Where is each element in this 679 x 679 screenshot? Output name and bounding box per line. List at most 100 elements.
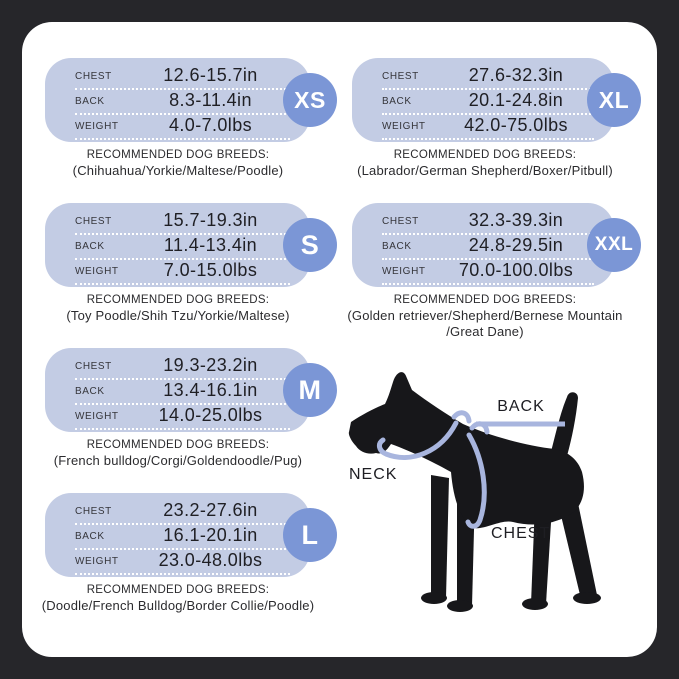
weight-value: 70.0-100.0lbs	[458, 260, 574, 280]
size-panel-s: CHEST 15.7-19.3in BACK 11.4-13.4in WEIGH…	[45, 203, 337, 287]
back-label: BACK	[75, 241, 105, 252]
back-label: BACK	[382, 96, 412, 107]
chest-value: 23.2-27.6in	[163, 500, 258, 520]
back-value: 13.4-16.1in	[163, 380, 258, 400]
breeds-title: RECOMMENDED DOG BREEDS:	[393, 149, 577, 161]
left-size-column: CHEST 12.6-15.7in BACK 8.3-11.4in WEIGHT…	[42, 58, 337, 638]
dog-front-far-leg	[431, 475, 449, 598]
back-value: 24.8-29.5in	[468, 235, 564, 255]
size-panel-xl: CHEST 27.6-32.3in BACK 20.1-24.8in WEIGH…	[352, 58, 641, 142]
size-badge-m: M	[283, 363, 337, 417]
breeds-list: (Chihuahua/Yorkie/Maltese/Poodle)	[72, 163, 284, 178]
measurement-diagram: BACK NECK CHEST	[345, 360, 630, 625]
harness-hook-left	[451, 410, 472, 424]
measure-row-chest: CHEST 12.6-15.7in	[75, 65, 290, 90]
chest-label: CHEST	[75, 361, 112, 372]
chest-value: 27.6-32.3in	[468, 65, 564, 85]
weight-label: WEIGHT	[75, 556, 119, 567]
size-block-l: CHEST 23.2-27.6in BACK 16.1-20.1in WEIGH…	[42, 493, 337, 638]
size-chart-card: CHEST 12.6-15.7in BACK 8.3-11.4in WEIGHT…	[22, 22, 657, 657]
back-label: BACK	[75, 531, 105, 542]
diagram-chest-label: CHEST	[491, 525, 551, 542]
chest-label: CHEST	[382, 216, 419, 227]
measure-row-back: BACK 13.4-16.1in	[75, 380, 290, 405]
weight-value: 7.0-15.0lbs	[163, 260, 258, 280]
weight-label: WEIGHT	[75, 121, 119, 132]
size-panel-xs: CHEST 12.6-15.7in BACK 8.3-11.4in WEIGHT…	[45, 58, 337, 142]
breeds-list: (Toy Poodle/Shih Tzu/Yorkie/Maltese)	[66, 308, 290, 323]
breeds-section: RECOMMENDED DOG BREEDS: (Doodle/French B…	[28, 584, 328, 614]
size-panel-xxl: CHEST 32.3-39.3in BACK 24.8-29.5in WEIGH…	[352, 203, 641, 287]
weight-value: 4.0-7.0lbs	[168, 115, 253, 135]
breeds-list: (Labrador/German Shepherd/Boxer/Pitbull)	[357, 163, 613, 178]
back-label: BACK	[75, 96, 105, 107]
measure-row-weight: WEIGHT 14.0-25.0lbs	[75, 405, 290, 430]
chest-value: 19.3-23.2in	[163, 355, 258, 375]
size-block-xs: CHEST 12.6-15.7in BACK 8.3-11.4in WEIGHT…	[45, 58, 337, 203]
chest-value: 12.6-15.7in	[163, 65, 258, 85]
weight-label: WEIGHT	[75, 411, 119, 422]
weight-label: WEIGHT	[75, 266, 119, 277]
weight-label: WEIGHT	[382, 121, 426, 132]
measure-row-back: BACK 11.4-13.4in	[75, 235, 290, 260]
dog-body	[348, 372, 584, 529]
breeds-section: RECOMMENDED DOG BREEDS: (Golden retrieve…	[335, 294, 635, 341]
size-badge-s: S	[283, 218, 337, 272]
harness-chest-strap	[465, 432, 487, 529]
chest-label: CHEST	[75, 71, 112, 82]
size-block-s: CHEST 15.7-19.3in BACK 11.4-13.4in WEIGH…	[45, 203, 337, 348]
breeds-title: RECOMMENDED DOG BREEDS:	[393, 294, 577, 306]
size-panel-m: CHEST 19.3-23.2in BACK 13.4-16.1in WEIGH…	[45, 348, 337, 432]
size-block-xl: CHEST 27.6-32.3in BACK 20.1-24.8in WEIGH…	[352, 58, 641, 203]
chest-value: 15.7-19.3in	[163, 210, 258, 230]
back-label: BACK	[75, 386, 105, 397]
size-block-m: CHEST 19.3-23.2in BACK 13.4-16.1in WEIGH…	[45, 348, 337, 493]
measure-row-back: BACK 16.1-20.1in	[75, 525, 290, 550]
back-value: 11.4-13.4in	[163, 235, 258, 255]
chest-label: CHEST	[75, 506, 112, 517]
back-value: 20.1-24.8in	[468, 90, 564, 110]
weight-value: 42.0-75.0lbs	[464, 115, 568, 135]
back-value: 16.1-20.1in	[163, 525, 258, 545]
weight-value: 23.0-48.0lbs	[158, 550, 263, 570]
breeds-section: RECOMMENDED DOG BREEDS: (Chihuahua/Yorki…	[28, 149, 328, 179]
diagram-back-label: BACK	[497, 398, 545, 415]
measure-row-weight: WEIGHT 70.0-100.0lbs	[382, 260, 594, 285]
measure-row-chest: CHEST 19.3-23.2in	[75, 355, 290, 380]
chest-value: 32.3-39.3in	[468, 210, 564, 230]
breeds-title: RECOMMENDED DOG BREEDS:	[86, 294, 270, 306]
breeds-title: RECOMMENDED DOG BREEDS:	[86, 149, 270, 161]
measure-row-chest: CHEST 27.6-32.3in	[382, 65, 594, 90]
chest-label: CHEST	[75, 216, 112, 227]
size-badge-l: L	[283, 508, 337, 562]
measure-row-weight: WEIGHT 4.0-7.0lbs	[75, 115, 290, 140]
size-panel-l: CHEST 23.2-27.6in BACK 16.1-20.1in WEIGH…	[45, 493, 337, 577]
diagram-neck-label: NECK	[349, 466, 398, 483]
measure-row-weight: WEIGHT 23.0-48.0lbs	[75, 550, 290, 575]
right-size-column: CHEST 27.6-32.3in BACK 20.1-24.8in WEIGH…	[347, 58, 641, 348]
breeds-section: RECOMMENDED DOG BREEDS: (French bulldog/…	[28, 439, 328, 469]
breeds-list: (Golden retriever/Shepherd/Bernese Mount…	[347, 308, 623, 340]
dog-silhouette-icon	[348, 372, 601, 612]
breeds-title: RECOMMENDED DOG BREEDS:	[86, 584, 270, 596]
weight-value: 14.0-25.0lbs	[158, 405, 263, 425]
size-badge-xxl: XXL	[587, 218, 641, 272]
harness-neck-strap	[376, 420, 459, 460]
size-block-xxl: CHEST 32.3-39.3in BACK 24.8-29.5in WEIGH…	[347, 203, 641, 348]
breeds-list: (Doodle/French Bulldog/Border Collie/Poo…	[41, 598, 315, 613]
measure-row-chest: CHEST 23.2-27.6in	[75, 500, 290, 525]
size-badge-xl: XL	[587, 73, 641, 127]
breeds-title: RECOMMENDED DOG BREEDS:	[86, 439, 270, 451]
measure-row-chest: CHEST 15.7-19.3in	[75, 210, 290, 235]
measure-row-back: BACK 24.8-29.5in	[382, 235, 594, 260]
measure-row-weight: WEIGHT 7.0-15.0lbs	[75, 260, 290, 285]
chest-label: CHEST	[382, 71, 419, 82]
back-value: 8.3-11.4in	[169, 90, 252, 110]
measure-row-back: BACK 20.1-24.8in	[382, 90, 594, 115]
measure-row-weight: WEIGHT 42.0-75.0lbs	[382, 115, 594, 140]
back-label: BACK	[382, 241, 412, 252]
size-badge-xs: XS	[283, 73, 337, 127]
measure-row-back: BACK 8.3-11.4in	[75, 90, 290, 115]
measure-row-chest: CHEST 32.3-39.3in	[382, 210, 594, 235]
dog-rear-near-leg	[531, 502, 552, 604]
